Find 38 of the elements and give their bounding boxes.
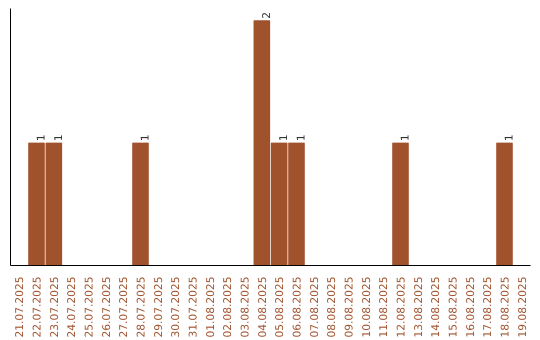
data-label: 1 [502, 134, 516, 142]
x-tick-label: 26.07.2025 [100, 276, 113, 338]
x-tick-label: 27.07.2025 [117, 276, 130, 338]
x-tick-label: 19.08.2025 [516, 276, 529, 338]
x-tick-label: 13.08.2025 [412, 276, 425, 338]
data-label: 1 [52, 134, 65, 142]
x-tick-label: 05.08.2025 [273, 276, 286, 338]
x-tick-label: 03.08.2025 [238, 276, 252, 338]
x-tick-label: 01.08.2025 [204, 276, 217, 338]
data-label: 1 [34, 134, 48, 142]
x-tick-label: 09.08.2025 [342, 276, 356, 338]
x-tick-label: 22.07.2025 [30, 276, 44, 338]
x-tick-label: 08.08.2025 [325, 276, 338, 338]
data-label: 1 [277, 134, 290, 142]
x-tick-label: 12.08.2025 [394, 276, 408, 338]
x-tick-label: 24.07.2025 [65, 276, 78, 338]
x-tick-label: 28.07.2025 [134, 276, 148, 338]
x-tick-label: 06.08.2025 [290, 276, 304, 338]
data-label: 1 [398, 134, 412, 142]
x-tick-label: 18.08.2025 [498, 276, 512, 338]
x-tick-label: 15.08.2025 [446, 276, 460, 338]
x-tick-label: 11.08.2025 [377, 276, 390, 338]
x-tick-label: 04.08.2025 [256, 276, 269, 338]
data-label: 2 [260, 12, 273, 19]
x-tick-label: 14.08.2025 [429, 276, 442, 338]
x-tick-label: 30.07.2025 [169, 276, 182, 338]
x-tick-label: 31.07.2025 [186, 276, 200, 338]
x-tick-label: 23.07.2025 [48, 276, 61, 338]
x-tick-label: 02.08.2025 [221, 276, 234, 338]
x-tick-label: 17.08.2025 [481, 276, 494, 338]
x-tick-label: 07.08.2025 [308, 276, 321, 338]
data-label: 1 [138, 134, 152, 142]
x-tick-label: 10.08.2025 [360, 276, 373, 338]
x-tick-label: 25.07.2025 [82, 276, 96, 338]
data-label: 1 [294, 134, 308, 142]
x-tick-label: 21.07.2025 [13, 276, 26, 338]
x-tick-label: 16.08.2025 [464, 276, 477, 338]
x-tick-label: 29.07.2025 [152, 276, 165, 338]
